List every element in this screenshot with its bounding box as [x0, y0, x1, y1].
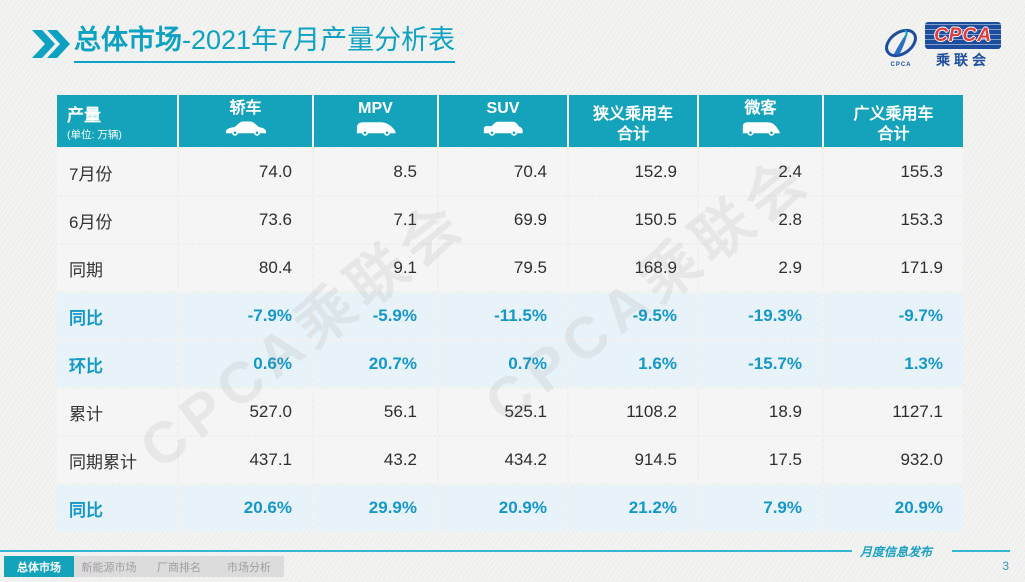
- footer-rule-right: [952, 550, 1010, 552]
- footer-label: 月度信息发布: [860, 545, 933, 559]
- page-title-section: 总体市场: [74, 25, 182, 55]
- cell: 434.2: [439, 437, 567, 483]
- cell: 168.9: [569, 245, 697, 291]
- row-label: 累计: [57, 389, 177, 435]
- cell: 914.5: [569, 437, 697, 483]
- row-label: 同期: [57, 245, 177, 291]
- cell: 18.9: [699, 389, 822, 435]
- cell: 171.9: [824, 245, 963, 291]
- unit-title: 产量: [67, 105, 101, 125]
- cell: -9.7%: [824, 293, 963, 339]
- emblem-caption: CPCA: [890, 62, 912, 68]
- row-label: 环比: [57, 341, 177, 387]
- cell: 2.4: [699, 149, 822, 195]
- cell: 7.9%: [699, 485, 822, 531]
- cell: 152.9: [569, 149, 697, 195]
- cell: -9.5%: [569, 293, 697, 339]
- footer-rule-left: [0, 550, 852, 552]
- cell: 21.2%: [569, 485, 697, 531]
- cell: -11.5%: [439, 293, 567, 339]
- cell: 0.6%: [179, 341, 312, 387]
- cell: 43.2: [314, 437, 437, 483]
- cell: 7.1: [314, 197, 437, 243]
- row-label: 同比: [57, 293, 177, 339]
- cell: 1.3%: [824, 341, 963, 387]
- cell: 29.9%: [314, 485, 437, 531]
- col-header-mpv: MPV: [314, 95, 437, 147]
- col-header-broad-pv-total: 广义乘用车 合计: [824, 95, 963, 147]
- cell: 69.9: [439, 197, 567, 243]
- mpv-icon: [356, 122, 396, 136]
- cell: 527.0: [179, 389, 312, 435]
- tab-market-analysis[interactable]: 市场分析: [214, 556, 284, 577]
- cell: 932.0: [824, 437, 963, 483]
- page-title-rest: -2021年7月产量分析表: [182, 25, 456, 55]
- cell: 8.5: [314, 149, 437, 195]
- cell: 20.9%: [439, 485, 567, 531]
- row-label: 6月份: [57, 197, 177, 243]
- cell: 525.1: [439, 389, 567, 435]
- cell: 20.9%: [824, 485, 963, 531]
- cell: 150.5: [569, 197, 697, 243]
- row-label: 7月份: [57, 149, 177, 195]
- cell: 17.5: [699, 437, 822, 483]
- cell: 80.4: [179, 245, 312, 291]
- cell: 2.9: [699, 245, 822, 291]
- microvan-icon: [742, 122, 780, 136]
- cell: 73.6: [179, 197, 312, 243]
- col-header-suv: SUV: [439, 95, 567, 147]
- unit-subtitle: (单位: 万辆): [67, 128, 122, 141]
- col-header-narrow-pv-total: 狭义乘用车 合计: [569, 95, 697, 147]
- page-title: 总体市场-2021年7月产量分析表: [74, 24, 456, 64]
- cpca-wordmark: CPCA: [925, 22, 1001, 49]
- cell: 2.8: [699, 197, 822, 243]
- cpca-logo: CPCA CPCA 乘联会: [881, 22, 1001, 70]
- cell: 1.6%: [569, 341, 697, 387]
- suv-icon: [483, 121, 523, 136]
- cell: 20.7%: [314, 341, 437, 387]
- cell: 70.4: [439, 149, 567, 195]
- col-header-microvan: 微客: [699, 95, 822, 147]
- cell: 56.1: [314, 389, 437, 435]
- cell: 0.7%: [439, 341, 567, 387]
- tab-manufacturer-ranking[interactable]: 厂商排名: [144, 556, 214, 577]
- cell: 79.5: [439, 245, 567, 291]
- cell: 74.0: [179, 149, 312, 195]
- cpca-emblem-icon: CPCA: [881, 24, 921, 68]
- cell: -5.9%: [314, 293, 437, 339]
- cell: -19.3%: [699, 293, 822, 339]
- cell: 1127.1: [824, 389, 963, 435]
- cpca-chinese-name: 乘联会: [936, 52, 990, 68]
- page-number: 3: [1002, 559, 1009, 573]
- section-tabs: 总体市场 新能源市场 厂商排名 市场分析: [4, 556, 284, 577]
- cell: 1108.2: [569, 389, 697, 435]
- sedan-icon: [225, 121, 266, 136]
- cell: -7.9%: [179, 293, 312, 339]
- production-table: 产量 (单位: 万辆) 轿车 MPV SUV 狭义乘用车 合计 微客: [57, 95, 963, 531]
- tab-nev-market[interactable]: 新能源市场: [74, 556, 144, 577]
- row-label: 同期累计: [57, 437, 177, 483]
- row-label: 同比: [57, 485, 177, 531]
- double-chevron-icon: [32, 29, 70, 64]
- cpca-acronym: CPCA: [934, 24, 992, 46]
- cell: -15.7%: [699, 341, 822, 387]
- cell: 20.6%: [179, 485, 312, 531]
- col-header-unit: 产量 (单位: 万辆): [57, 95, 177, 147]
- cell: 155.3: [824, 149, 963, 195]
- tab-overall-market[interactable]: 总体市场: [4, 556, 74, 577]
- cell: 153.3: [824, 197, 963, 243]
- cell: 9.1: [314, 245, 437, 291]
- col-header-sedan: 轿车: [179, 95, 312, 147]
- cell: 437.1: [179, 437, 312, 483]
